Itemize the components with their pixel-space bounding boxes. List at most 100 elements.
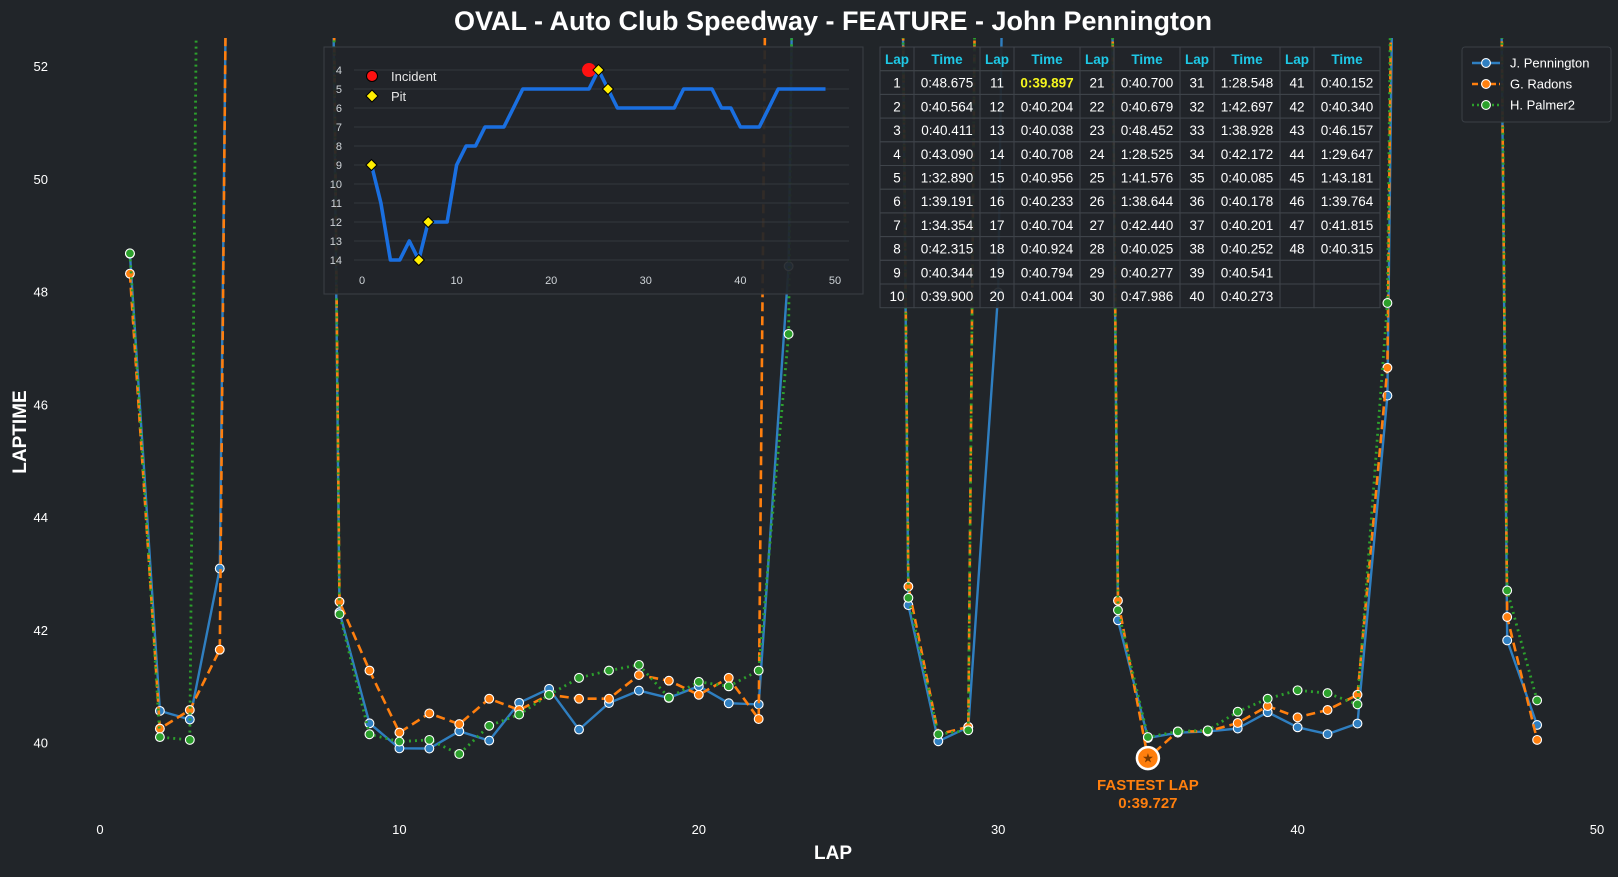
lap-point xyxy=(184,734,195,745)
table-lap-number: 32 xyxy=(1189,99,1204,114)
lap-point xyxy=(1502,585,1513,596)
table-lap-time: 0:40.679 xyxy=(1121,99,1174,114)
lap-point xyxy=(633,685,644,696)
lap-point xyxy=(1532,695,1543,706)
inset-x-tick: 30 xyxy=(640,275,652,287)
table-lap-number: 10 xyxy=(889,289,904,304)
legend-marker xyxy=(1481,79,1491,89)
lap-point xyxy=(124,248,135,259)
table-lap-time: 0:48.675 xyxy=(921,76,974,91)
table-lap-time: 1:38.928 xyxy=(1221,123,1274,138)
incident-legend-icon xyxy=(366,70,378,82)
table-lap-time: 0:40.541 xyxy=(1221,265,1274,280)
table-lap-time: 0:40.252 xyxy=(1221,242,1274,257)
lap-point xyxy=(1352,699,1363,710)
legend-label: H. Palmer2 xyxy=(1510,98,1575,113)
table-lap-number: 21 xyxy=(1089,76,1104,91)
lap-point xyxy=(633,670,644,681)
table-lap-time: 1:39.191 xyxy=(921,194,974,209)
lap-point xyxy=(334,609,345,620)
inset-y-tick: 11 xyxy=(331,198,342,210)
pit-marker xyxy=(365,158,378,172)
table-header-lap: Lap xyxy=(1185,52,1209,67)
table-lap-number: 39 xyxy=(1189,265,1204,280)
legend-label: J. Pennington xyxy=(1510,56,1590,71)
table-lap-time: 0:40.411 xyxy=(921,123,973,138)
x-tick-label: 0 xyxy=(96,822,103,837)
lap-point xyxy=(484,720,495,731)
lap-point xyxy=(484,693,495,704)
table-lap-time: 1:39.764 xyxy=(1321,194,1374,209)
table-lap-time: 0:48.452 xyxy=(1121,123,1174,138)
table-lap-number: 30 xyxy=(1089,289,1104,304)
table-lap-time: 1:32.890 xyxy=(921,171,974,186)
table-lap-number: 41 xyxy=(1289,76,1304,91)
table-lap-time: 0:40.152 xyxy=(1321,76,1374,91)
lap-point xyxy=(604,693,614,704)
table-lap-time: 0:41.815 xyxy=(1321,218,1374,233)
lap-point xyxy=(1322,705,1333,715)
table-lap-number: 37 xyxy=(1189,218,1204,233)
table-lap-number: 3 xyxy=(893,123,901,138)
inset-y-tick: 13 xyxy=(330,236,342,248)
table-lap-time: 0:40.178 xyxy=(1221,194,1274,209)
table-lap-time: 0:40.201 xyxy=(1221,218,1274,233)
table-lap-time: 1:38.644 xyxy=(1121,194,1174,209)
lap-point xyxy=(1382,298,1393,308)
lap-point xyxy=(364,729,375,740)
inset-y-tick: 9 xyxy=(336,160,342,172)
x-tick-label: 10 xyxy=(392,822,406,837)
table-lap-time: 0:41.004 xyxy=(1021,289,1074,304)
fastest-lap-label: FASTEST LAP xyxy=(1097,777,1199,794)
table-lap-number: 2 xyxy=(893,99,901,114)
table-lap-time: 0:40.273 xyxy=(1221,289,1274,304)
lap-point xyxy=(1292,685,1303,696)
x-tick-label: 40 xyxy=(1290,822,1304,837)
inset-y-tick: 12 xyxy=(330,217,342,229)
pit-marker xyxy=(422,215,435,229)
table-lap-time: 0:39.900 xyxy=(921,289,974,304)
inset-x-tick: 10 xyxy=(450,275,462,287)
inset-y-tick: 10 xyxy=(330,179,342,191)
lap-point xyxy=(1352,718,1363,729)
lap-point xyxy=(1322,688,1333,699)
lap-point xyxy=(394,727,405,738)
table-lap-time: 1:28.525 xyxy=(1121,147,1174,162)
lap-point xyxy=(424,708,435,719)
lap-point xyxy=(454,749,465,759)
table-lap-number: 19 xyxy=(989,265,1004,280)
table-lap-number: 16 xyxy=(989,194,1004,209)
table-lap-number: 42 xyxy=(1289,99,1304,114)
table-lap-number: 47 xyxy=(1289,218,1304,233)
table-lap-number: 45 xyxy=(1289,171,1304,186)
lap-point xyxy=(753,665,764,676)
chart-title: OVAL - Auto Club Speedway - FEATURE - Jo… xyxy=(454,6,1212,36)
lap-point xyxy=(544,689,555,700)
table-lap-time: 0:40.956 xyxy=(1021,171,1074,186)
incident-legend-label: Incident xyxy=(391,69,437,84)
table-lap-time: 0:40.277 xyxy=(1121,265,1174,280)
table-lap-number: 29 xyxy=(1089,265,1104,280)
trophy-icon: ★ xyxy=(1142,751,1154,766)
lap-point xyxy=(574,693,584,704)
table-lap-number: 24 xyxy=(1089,147,1105,162)
table-header-lap: Lap xyxy=(985,52,1009,67)
y-tick-label: 40 xyxy=(34,736,48,751)
inset-y-tick: 5 xyxy=(336,84,342,96)
laptimes-table xyxy=(880,47,1380,308)
table-lap-number: 6 xyxy=(893,194,901,209)
table-lap-time: 0:40.038 xyxy=(1021,123,1074,138)
table-lap-number: 12 xyxy=(989,99,1004,114)
table-lap-number: 33 xyxy=(1189,123,1204,138)
lap-point xyxy=(1113,595,1123,606)
table-lap-number: 5 xyxy=(893,171,901,186)
table-header-time: Time xyxy=(931,52,963,67)
lap-point xyxy=(1232,706,1243,717)
y-tick-label: 42 xyxy=(34,623,48,638)
lap-point xyxy=(514,709,525,720)
table-header-time: Time xyxy=(1231,52,1263,67)
lap-point xyxy=(723,672,734,683)
legend-marker xyxy=(1481,100,1491,110)
lap-point xyxy=(574,672,584,683)
lap-point xyxy=(574,724,584,735)
